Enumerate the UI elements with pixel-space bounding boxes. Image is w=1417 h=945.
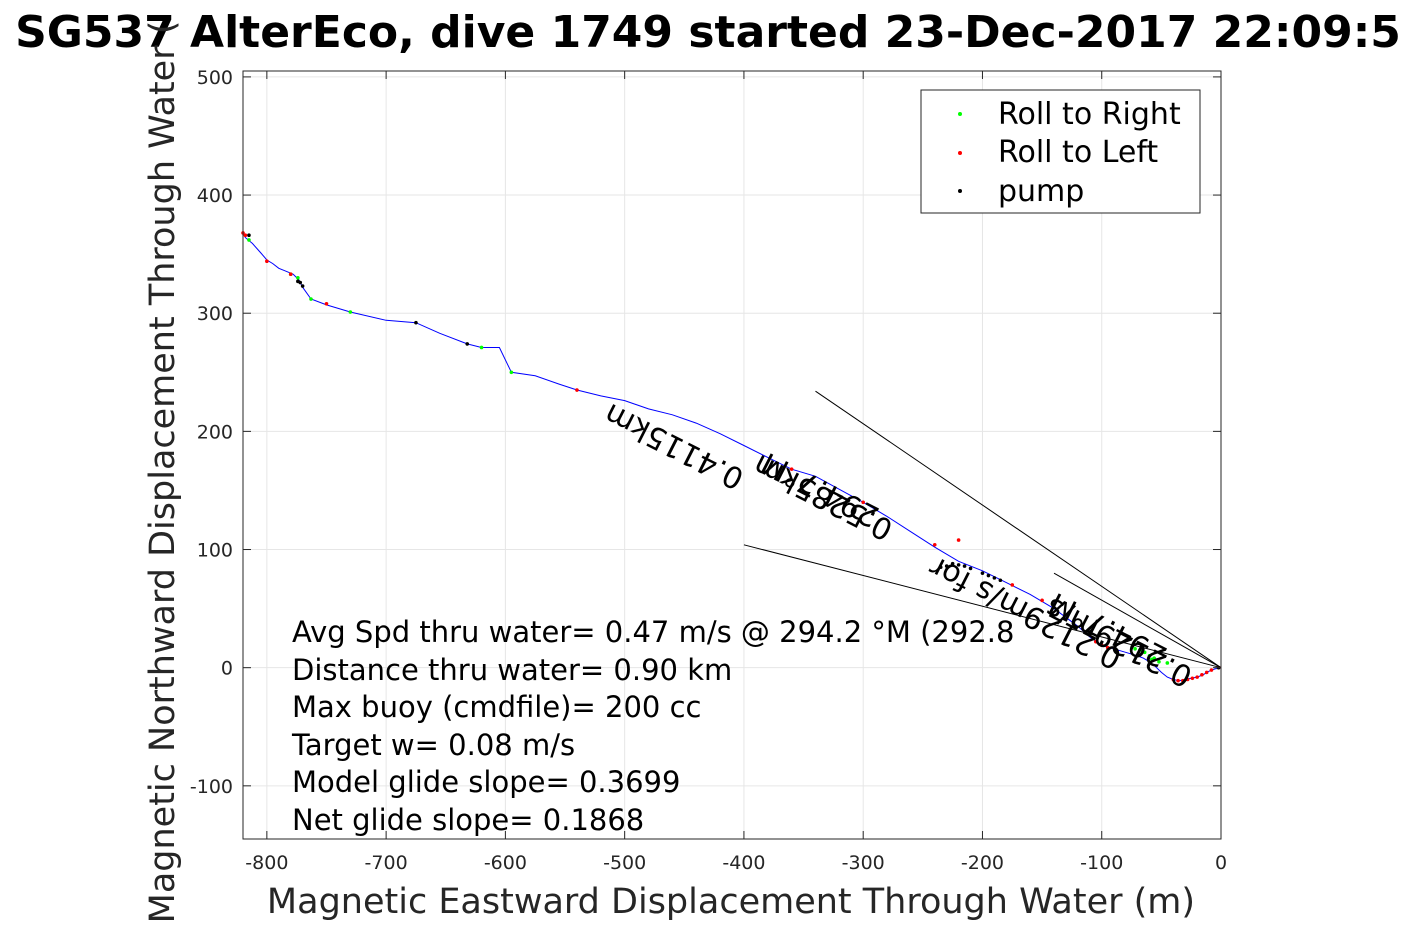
roll-left-point: [288, 272, 293, 277]
stat-target-w: Target w= 0.08 m/s: [291, 728, 575, 762]
plot-frame: [242, 70, 1222, 840]
x-tick-label: -100: [1080, 852, 1123, 874]
heading-line: [815, 390, 1222, 669]
roll-left-point: [575, 388, 579, 392]
x-tick-label: -400: [722, 852, 765, 874]
plot-data: [241, 231, 1222, 683]
x-tick-label: -200: [961, 852, 1004, 874]
pump-point: [986, 573, 991, 578]
pump-point: [956, 563, 961, 567]
roll-left-point: [1190, 676, 1195, 681]
pump-point: [296, 279, 300, 284]
roll-right-point: [1157, 659, 1161, 664]
pump-point: [998, 578, 1003, 583]
roll-right-point: [1138, 648, 1142, 652]
pump-point: [980, 571, 985, 575]
roll-left-point: [243, 233, 248, 238]
roll-left-point: [1171, 677, 1176, 682]
legend-marker-roll-left: [958, 151, 962, 155]
roll-left-point: [932, 542, 937, 547]
legend-box: [920, 89, 1201, 214]
y-tick-label: 400: [197, 185, 233, 207]
x-tick-label: -800: [245, 852, 288, 874]
pump-point: [962, 564, 967, 568]
x-axis-label: Magnetic Eastward Displacement Through W…: [267, 882, 1195, 922]
roll-left-point: [324, 301, 329, 306]
roll-right-point: [1165, 661, 1170, 665]
stat-model-glide-slope: Model glide slope= 0.3699: [292, 765, 680, 799]
roll-left-point: [1099, 643, 1104, 648]
roll-left-point: [1093, 639, 1098, 644]
pump-point: [465, 342, 470, 346]
legend: Roll to Right Roll to Left pump: [920, 89, 1201, 214]
stat-max-buoy: Max buoy (cmdfile)= 200 cc: [292, 690, 701, 724]
y-tick-label: 500: [197, 67, 233, 89]
x-tick-label: -700: [365, 852, 408, 874]
roll-left-point: [265, 259, 269, 264]
roll-right-point: [1147, 654, 1152, 658]
legend-label-roll-right: Roll to Right: [998, 97, 1181, 132]
roll-left-point: [1181, 678, 1185, 683]
roll-left-point: [1200, 672, 1204, 677]
roll-left-point: [1040, 598, 1044, 603]
roll-left-point: [1010, 583, 1015, 587]
pump-point: [968, 566, 973, 571]
roll-left-point: [1209, 668, 1214, 672]
pump-point: [938, 565, 943, 570]
pump-point: [992, 576, 997, 580]
x-tick-label: -500: [603, 852, 646, 874]
dive-track-line: [242, 232, 1222, 682]
chart-title: SG537 AlterEco, dive 1749 started 23-Dec…: [15, 7, 1401, 58]
roll-left-point: [1204, 670, 1209, 675]
stat-distance: Distance thru water= 0.90 km: [292, 653, 732, 687]
y-tick-label: -100: [190, 776, 233, 798]
roll-left-point: [1105, 645, 1110, 650]
roll-left-point: [861, 500, 865, 505]
roll-left-point: [956, 538, 961, 542]
pump-point: [944, 564, 949, 568]
x-tick-label: 0: [1215, 852, 1227, 874]
roll-right-point: [348, 310, 353, 314]
roll-left-point: [1195, 675, 1199, 679]
pump-point: [414, 320, 418, 325]
legend-marker-pump: [958, 189, 962, 193]
roll-left-point: [1185, 677, 1190, 682]
roll-right-point: [479, 345, 484, 350]
legend-marker-roll-right: [958, 112, 962, 116]
heading-line: [1053, 572, 1222, 669]
legend-label-pump: pump: [998, 174, 1084, 209]
roll-right-point: [1142, 650, 1147, 655]
axis-ticks: -800 -700 -600 -500 -400 -300 -200 -100 0 -100 0 10…: [190, 67, 1227, 874]
legend-label-roll-left: Roll to Left: [998, 135, 1158, 170]
x-tick-label: -300: [842, 852, 885, 874]
dive-statistics: Avg Spd thru water= 0.47 m/s @ 294.2 °M …: [291, 615, 1014, 837]
stat-net-glide-slope: Net glide slope= 0.1868: [292, 803, 644, 837]
roll-right-point: [1133, 646, 1137, 651]
roll-right-point: [296, 275, 300, 280]
roll-right-point: [247, 238, 251, 242]
pump-point: [247, 233, 251, 238]
roll-left-point: [789, 467, 794, 471]
pump-point: [300, 284, 305, 288]
y-tick-label: 100: [197, 540, 233, 562]
heading-line: [743, 544, 1222, 669]
pump-point: [950, 561, 955, 566]
stat-avg-speed: Avg Spd thru water= 0.47 m/s @ 294.2 °M …: [292, 615, 1014, 649]
y-tick-label: 200: [197, 421, 233, 443]
y-axis-label: Magnetic Northward Displacement Through …: [143, 21, 183, 924]
roll-right-point: [1150, 657, 1154, 662]
x-tick-label: -600: [484, 852, 527, 874]
y-tick-label: 300: [197, 303, 233, 325]
roll-right-point: [309, 297, 313, 301]
roll-left-point: [1176, 678, 1180, 683]
y-tick-label: 0: [221, 658, 233, 680]
roll-right-point: [509, 370, 514, 375]
